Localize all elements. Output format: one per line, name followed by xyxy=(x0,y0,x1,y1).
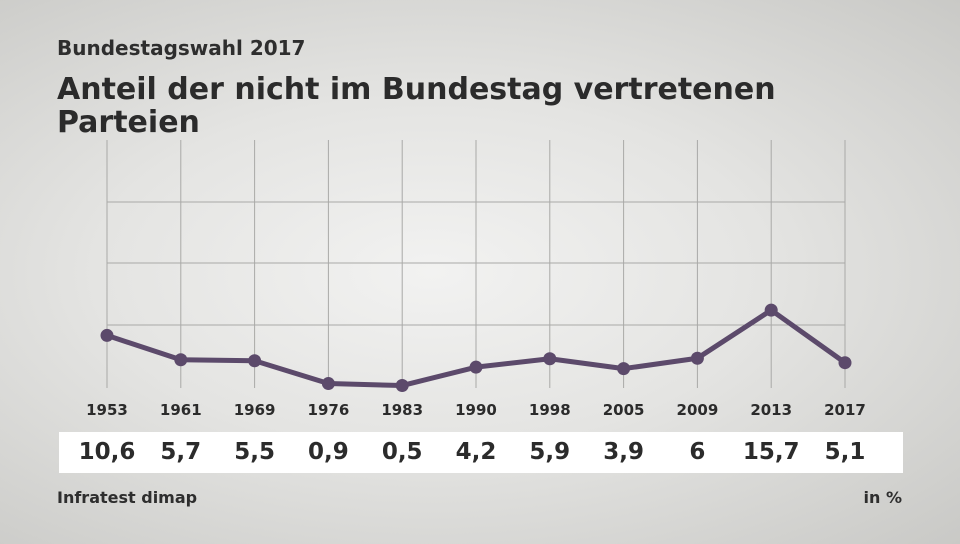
data-point xyxy=(100,328,114,342)
x-tick-label: 1983 xyxy=(381,401,423,419)
data-point xyxy=(248,354,262,368)
value-labels-strip: 10,6 5,7 5,5 0,9 0,5 4,2 5,9 3,9 6 15,7 5,1 xyxy=(59,432,903,473)
data-value-label: 3,9 xyxy=(603,439,644,465)
data-point xyxy=(690,351,704,365)
data-value-label: 5,1 xyxy=(824,439,866,465)
data-point xyxy=(543,352,557,366)
chart-subtitle: Bundestagswahl 2017 xyxy=(57,36,306,60)
x-tick-label: 2017 xyxy=(824,401,866,419)
data-value-label: 6 xyxy=(689,439,706,465)
data-value-label: 15,7 xyxy=(742,439,800,465)
x-tick-label: 1990 xyxy=(455,401,497,419)
x-tick-label: 2009 xyxy=(677,401,719,419)
unit-label: in % xyxy=(863,488,902,507)
data-value-label: 4,2 xyxy=(455,439,497,465)
data-point xyxy=(617,362,631,376)
source-label: Infratest dimap xyxy=(57,488,198,507)
chart-title: Anteil der nicht im Bundestag vertretene… xyxy=(57,72,776,140)
data-value-label: 5,5 xyxy=(234,439,275,465)
data-point xyxy=(174,353,188,367)
x-tick-label: 1976 xyxy=(308,401,350,419)
data-point xyxy=(469,360,483,374)
x-tick-label: 2005 xyxy=(603,401,645,419)
data-point xyxy=(764,303,778,317)
x-tick-label: 2013 xyxy=(750,401,792,419)
data-value-label: 10,6 xyxy=(78,439,136,465)
data-value-label: 0,5 xyxy=(381,439,423,465)
data-value-label: 5,7 xyxy=(160,439,202,465)
data-point xyxy=(395,379,409,393)
x-tick-label: 1969 xyxy=(234,401,276,419)
x-tick-label: 1998 xyxy=(529,401,571,419)
data-value-label: 0,9 xyxy=(308,439,349,465)
data-point xyxy=(321,377,335,391)
x-tick-label: 1953 xyxy=(86,401,128,419)
data-point xyxy=(838,356,852,370)
x-tick-label: 1961 xyxy=(160,401,202,419)
data-value-label: 5,9 xyxy=(529,439,571,465)
